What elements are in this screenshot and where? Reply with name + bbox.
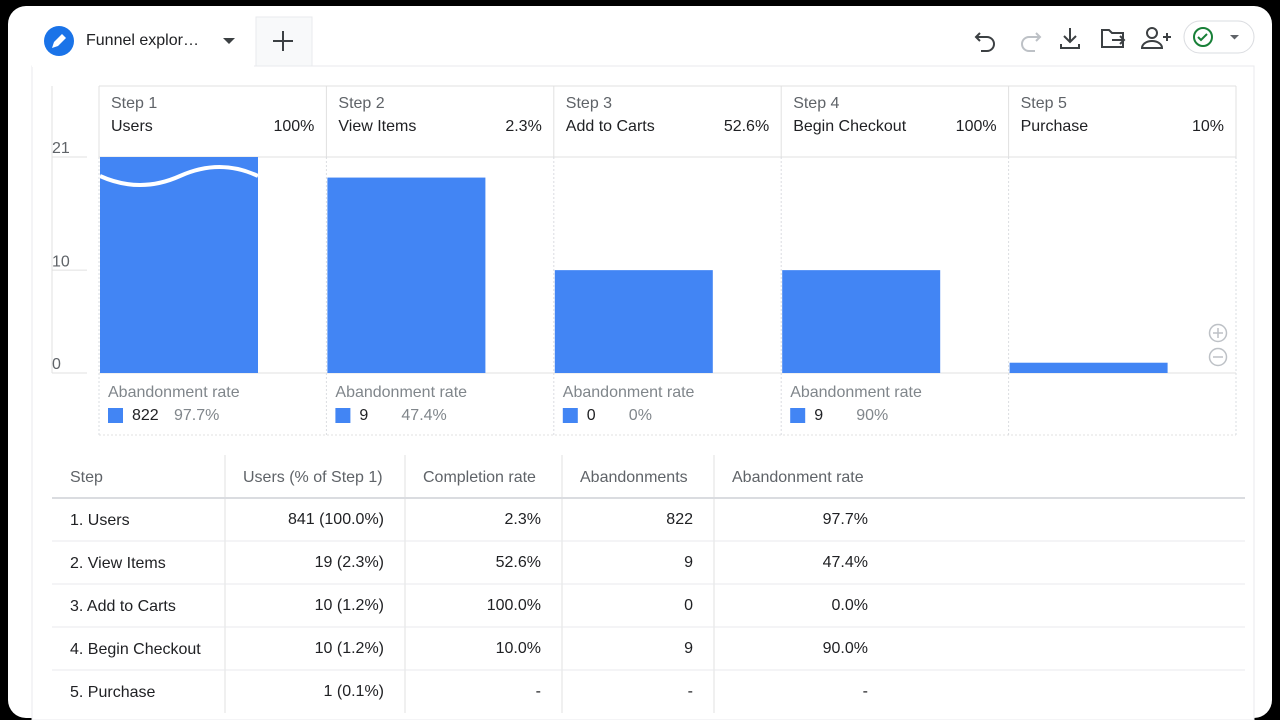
zoom-in-icon bbox=[1213, 328, 1223, 338]
table-cell: 822 bbox=[666, 511, 693, 528]
abandonment-count: 0 bbox=[587, 407, 596, 424]
pencil-icon bbox=[52, 34, 66, 48]
status-dropdown bbox=[1230, 35, 1239, 40]
step-name: Purchase bbox=[1021, 118, 1089, 135]
bar bbox=[1009, 362, 1168, 373]
table-header: Abandonments bbox=[580, 469, 688, 486]
bar bbox=[100, 157, 258, 373]
table-cell: 0.0% bbox=[832, 597, 868, 614]
table-cell: 52.6% bbox=[496, 554, 541, 571]
download-button[interactable] bbox=[1060, 28, 1080, 49]
abandonment-label: Abandonment rate bbox=[335, 384, 467, 401]
table-cell: 10 (1.2%) bbox=[315, 597, 384, 614]
tab-title: Funnel explor… bbox=[86, 32, 199, 49]
content: 0 10 21 Step 1 Users 100% Step 2 View Items 2.3%… bbox=[51, 85, 1245, 713]
table-cell: 4. Begin Checkout bbox=[70, 641, 201, 658]
plus-icon bbox=[273, 31, 293, 51]
table-cell: - bbox=[863, 683, 868, 700]
tab-dropdown[interactable] bbox=[223, 38, 235, 44]
step-name: Add to Carts bbox=[566, 118, 655, 135]
y-tick-label: 21 bbox=[52, 140, 70, 157]
table-cell: 3. Add to Carts bbox=[70, 598, 176, 615]
abandonment-label: Abandonment rate bbox=[563, 384, 695, 401]
bar bbox=[554, 270, 713, 373]
table-cell: 841 (100.0%) bbox=[288, 511, 384, 528]
table-header: Completion rate bbox=[423, 469, 536, 486]
table-cell: 2.3% bbox=[505, 511, 541, 528]
share-icon bbox=[1140, 33, 1171, 49]
legend-swatch bbox=[335, 408, 351, 423]
table-cell: 9 bbox=[684, 640, 693, 657]
table-cell: 0 bbox=[684, 597, 693, 614]
step-label: Step 5 bbox=[1021, 95, 1067, 112]
table-header: Users (% of Step 1) bbox=[243, 469, 383, 486]
step-name: Begin Checkout bbox=[793, 118, 907, 135]
move-button[interactable] bbox=[1101, 29, 1126, 48]
abandonment-count: 9 bbox=[359, 407, 368, 424]
bar bbox=[782, 270, 941, 373]
table-cell: 10.0% bbox=[496, 640, 541, 657]
step-label: Step 3 bbox=[566, 95, 612, 112]
abandonment-count: 9 bbox=[814, 407, 823, 424]
step-name: View Items bbox=[338, 118, 416, 135]
step-label: Step 4 bbox=[793, 95, 839, 112]
legend-swatch bbox=[562, 408, 578, 423]
step-rate: 2.3% bbox=[505, 118, 541, 135]
zoom-in[interactable] bbox=[1208, 323, 1228, 343]
check-mark bbox=[1197, 33, 1208, 42]
abandonment-rate: 47.4% bbox=[401, 407, 446, 424]
table-cell: 9 bbox=[684, 554, 693, 571]
redo-button[interactable] bbox=[1021, 32, 1042, 52]
table-cell: 5. Purchase bbox=[70, 684, 155, 701]
y-tick-label: 0 bbox=[52, 356, 61, 373]
table-cell: - bbox=[688, 683, 693, 700]
legend-swatch bbox=[108, 408, 123, 423]
axis-break bbox=[99, 165, 259, 187]
table-cell: 1 (0.1%) bbox=[324, 683, 384, 700]
table-cell: 47.4% bbox=[823, 554, 868, 571]
table-cell: 100.0% bbox=[487, 597, 541, 614]
abandonment-count: 822 bbox=[132, 407, 159, 424]
step-name: Users bbox=[111, 118, 153, 135]
step-rate: 100% bbox=[956, 118, 997, 135]
abandonment-rate: 90% bbox=[856, 407, 888, 424]
zoom-out[interactable] bbox=[1208, 347, 1228, 367]
abandonment-label: Abandonment rate bbox=[108, 384, 240, 401]
table-cell: 97.7% bbox=[823, 511, 868, 528]
table-cell: 90.0% bbox=[823, 640, 868, 657]
table-cell: - bbox=[536, 683, 541, 700]
table-cell: 2. View Items bbox=[70, 555, 166, 572]
check-icon bbox=[1193, 27, 1213, 47]
table-cell: 10 (1.2%) bbox=[315, 640, 384, 657]
y-tick-label: 10 bbox=[52, 253, 70, 270]
abandonment-rate: 0% bbox=[629, 407, 652, 424]
step-rate: 52.6% bbox=[724, 118, 769, 135]
share-button[interactable] bbox=[1146, 27, 1158, 39]
legend-swatch bbox=[790, 408, 806, 423]
abandonment-label: Abandonment rate bbox=[790, 384, 922, 401]
step-label: Step 2 bbox=[338, 95, 384, 112]
table-header: Step bbox=[70, 469, 103, 486]
bar bbox=[327, 177, 486, 373]
step-rate: 10% bbox=[1192, 118, 1224, 135]
table-cell: 1. Users bbox=[70, 512, 130, 529]
table-cell: 19 (2.3%) bbox=[315, 554, 384, 571]
step-rate: 100% bbox=[273, 118, 314, 135]
table-header: Abandonment rate bbox=[732, 469, 864, 486]
step-label: Step 1 bbox=[111, 95, 157, 112]
abandonment-rate: 97.7% bbox=[174, 407, 219, 424]
undo-button[interactable] bbox=[974, 32, 995, 52]
